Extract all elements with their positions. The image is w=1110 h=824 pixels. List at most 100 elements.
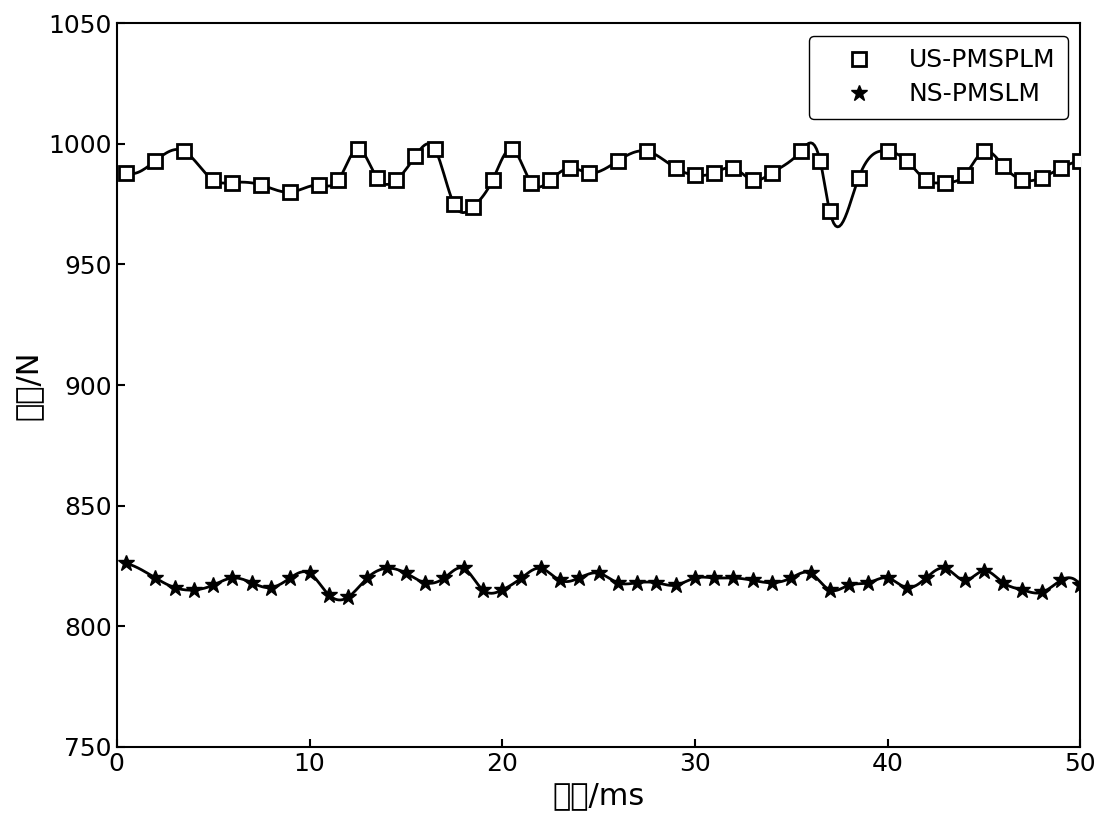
US-PMSPLM (1054, 163, 1068, 173)
NS-PMSLM (457, 564, 471, 574)
US-PMSPLM (225, 178, 239, 188)
US-PMSPLM (390, 176, 403, 185)
NS-PMSLM (900, 583, 914, 592)
NS-PMSLM (842, 580, 856, 590)
US-PMSPLM (524, 178, 537, 188)
NS-PMSLM (120, 559, 133, 569)
NS-PMSLM (534, 564, 547, 574)
NS-PMSLM (380, 564, 393, 574)
US-PMSPLM (795, 146, 808, 156)
NS-PMSLM (630, 578, 644, 588)
NS-PMSLM (283, 573, 296, 583)
US-PMSPLM (1073, 156, 1087, 166)
NS-PMSLM (707, 573, 720, 583)
NS-PMSLM (997, 578, 1010, 588)
Line: NS-PMSLM: NS-PMSLM (118, 555, 1089, 606)
NS-PMSLM (168, 583, 181, 592)
US-PMSPLM (254, 180, 268, 190)
US-PMSPLM (939, 178, 952, 188)
NS-PMSLM (149, 573, 162, 583)
NS-PMSLM (804, 569, 817, 578)
US-PMSPLM (120, 168, 133, 178)
NS-PMSLM (245, 578, 259, 588)
US-PMSPLM (824, 207, 837, 217)
US-PMSPLM (669, 163, 683, 173)
NS-PMSLM (785, 573, 798, 583)
US-PMSPLM (1036, 173, 1049, 183)
NS-PMSLM (977, 566, 990, 576)
US-PMSPLM (852, 173, 866, 183)
US-PMSPLM (206, 176, 220, 185)
NS-PMSLM (322, 590, 335, 600)
NS-PMSLM (437, 573, 451, 583)
NS-PMSLM (824, 585, 837, 595)
US-PMSPLM (371, 173, 384, 183)
US-PMSPLM (707, 168, 720, 178)
US-PMSPLM (746, 176, 759, 185)
Y-axis label: 推力/N: 推力/N (14, 350, 43, 419)
NS-PMSLM (188, 585, 201, 595)
NS-PMSLM (861, 578, 875, 588)
US-PMSPLM (544, 176, 557, 185)
NS-PMSLM (939, 564, 952, 574)
US-PMSPLM (1016, 176, 1029, 185)
NS-PMSLM (881, 573, 895, 583)
NS-PMSLM (919, 573, 932, 583)
NS-PMSLM (225, 573, 239, 583)
US-PMSPLM (466, 202, 480, 212)
NS-PMSLM (765, 578, 778, 588)
US-PMSPLM (583, 168, 596, 178)
US-PMSPLM (313, 180, 326, 190)
US-PMSPLM (149, 156, 162, 166)
US-PMSPLM (727, 163, 740, 173)
NS-PMSLM (1036, 588, 1049, 597)
US-PMSPLM (408, 151, 422, 161)
US-PMSPLM (919, 176, 932, 185)
US-PMSPLM (881, 146, 895, 156)
NS-PMSLM (649, 578, 663, 588)
NS-PMSLM (958, 575, 971, 585)
Legend: US-PMSPLM, NS-PMSLM: US-PMSPLM, NS-PMSLM (809, 36, 1068, 119)
US-PMSPLM (332, 176, 345, 185)
NS-PMSLM (1054, 575, 1068, 585)
X-axis label: 时间/ms: 时间/ms (553, 781, 645, 810)
US-PMSPLM (428, 144, 442, 154)
US-PMSPLM (351, 144, 364, 154)
US-PMSPLM (997, 161, 1010, 171)
Line: US-PMSPLM: US-PMSPLM (120, 142, 1087, 218)
US-PMSPLM (765, 168, 778, 178)
NS-PMSLM (727, 573, 740, 583)
NS-PMSLM (476, 585, 490, 595)
US-PMSPLM (178, 146, 191, 156)
US-PMSPLM (283, 187, 296, 197)
NS-PMSLM (573, 573, 586, 583)
US-PMSPLM (814, 156, 827, 166)
NS-PMSLM (746, 575, 759, 585)
US-PMSPLM (447, 199, 461, 209)
NS-PMSLM (264, 583, 278, 592)
NS-PMSLM (669, 580, 683, 590)
US-PMSPLM (486, 176, 500, 185)
US-PMSPLM (900, 156, 914, 166)
US-PMSPLM (640, 146, 654, 156)
NS-PMSLM (400, 569, 413, 578)
NS-PMSLM (361, 573, 374, 583)
US-PMSPLM (958, 171, 971, 180)
NS-PMSLM (612, 578, 625, 588)
NS-PMSLM (495, 585, 508, 595)
NS-PMSLM (418, 578, 432, 588)
NS-PMSLM (303, 569, 316, 578)
NS-PMSLM (688, 573, 702, 583)
NS-PMSLM (515, 573, 528, 583)
US-PMSPLM (977, 146, 990, 156)
NS-PMSLM (592, 569, 605, 578)
NS-PMSLM (206, 580, 220, 590)
US-PMSPLM (688, 171, 702, 180)
NS-PMSLM (554, 575, 567, 585)
US-PMSPLM (612, 156, 625, 166)
US-PMSPLM (505, 144, 518, 154)
US-PMSPLM (563, 163, 576, 173)
NS-PMSLM (342, 592, 355, 602)
NS-PMSLM (1016, 585, 1029, 595)
NS-PMSLM (1073, 580, 1087, 590)
